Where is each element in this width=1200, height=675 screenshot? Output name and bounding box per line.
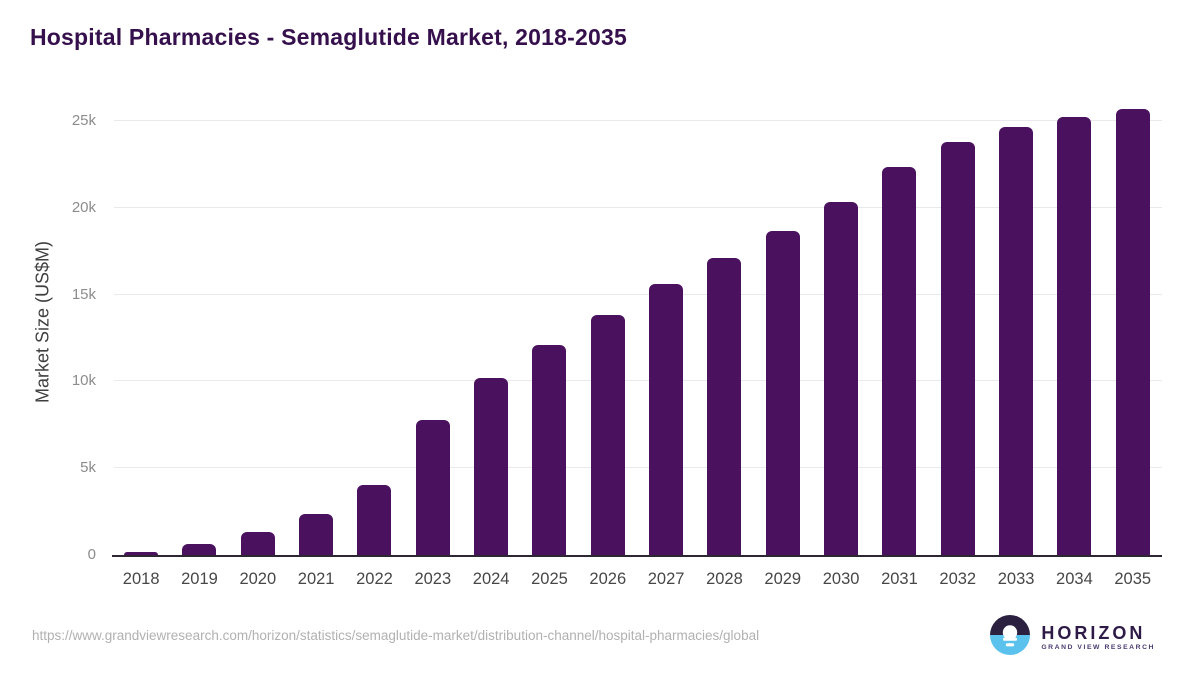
bar-2023[interactable] (415, 420, 450, 555)
chart-title: Hospital Pharmacies - Semaglutide Market… (30, 24, 627, 50)
bars-container: 2018 2019 2020 2021 2022 2023 2024 2025 2026 2027… (112, 104, 1162, 588)
x-tick-label-2034: 2034 (1056, 570, 1093, 588)
y-tick-label-20k: 20k (71, 198, 96, 216)
bar-2020[interactable] (240, 531, 275, 555)
bar-column-2026: 2026 (579, 104, 637, 588)
bar-2033[interactable] (999, 127, 1034, 555)
bar-column-2030: 2030 (812, 104, 870, 588)
logo-subtitle: GRAND VIEW RESEARCH (1041, 643, 1155, 651)
bar-2018[interactable] (124, 552, 159, 555)
y-tick-label-15k: 15k (71, 285, 96, 303)
y-tick-label-5k: 5k (80, 459, 96, 477)
x-tick-label-2029: 2029 (764, 570, 802, 588)
gridline-5k (114, 467, 1162, 469)
bar-column-2028: 2028 (695, 104, 753, 588)
gridline-25k (114, 120, 1162, 122)
x-tick-label-2031: 2031 (881, 570, 918, 588)
x-tick-label-2027: 2027 (647, 570, 685, 588)
bar-column-2025: 2025 (520, 104, 578, 588)
gridline-20k (114, 206, 1162, 208)
bar-column-2023: 2023 (404, 104, 462, 588)
bar-2025[interactable] (532, 345, 567, 555)
bar-2026[interactable] (590, 314, 625, 555)
horizon-logo: HORIZON GRAND VIEW RESEARCH (990, 615, 1155, 660)
bar-2024[interactable] (474, 377, 509, 555)
x-tick-label-2028: 2028 (706, 570, 743, 588)
x-tick-label-2033: 2033 (997, 570, 1035, 588)
x-tick-label-2026: 2026 (589, 570, 627, 588)
x-tick-label-2025: 2025 (531, 570, 568, 588)
gridline-10k (114, 380, 1162, 382)
x-tick-label-2020: 2020 (239, 570, 277, 588)
bar-column-2022: 2022 (345, 104, 403, 588)
bar-column-2033: 2033 (987, 104, 1045, 588)
bar-column-2029: 2029 (754, 104, 812, 588)
y-tick-label-25k: 25k (71, 112, 96, 130)
bar-column-2020: 2020 (229, 104, 287, 588)
plot-area: 0 5k 10k 15k 20k 25k 2018 2019 2020 2021 2022 2023 2… (72, 104, 1162, 588)
bar-column-2021: 2021 (287, 104, 345, 588)
gridline-15k (114, 293, 1162, 295)
x-tick-label-2021: 2021 (297, 570, 335, 588)
bar-2022[interactable] (357, 484, 392, 555)
bar-2027[interactable] (649, 284, 684, 555)
x-tick-label-2023: 2023 (414, 570, 452, 588)
bar-2034[interactable] (1057, 117, 1092, 555)
x-tick-label-2018: 2018 (122, 570, 160, 588)
horizon-sun-icon (990, 615, 1031, 660)
bar-2030[interactable] (824, 201, 859, 555)
bar-column-2034: 2034 (1045, 104, 1103, 588)
x-tick-label-2030: 2030 (822, 570, 860, 588)
bar-column-2031: 2031 (870, 104, 928, 588)
y-tick-label-10k: 10k (71, 372, 96, 390)
bar-2028[interactable] (707, 258, 742, 555)
bar-2029[interactable] (765, 231, 800, 555)
x-tick-label-2022: 2022 (356, 570, 393, 588)
logo-text: HORIZON GRAND VIEW RESEARCH (1041, 624, 1155, 652)
bar-2035[interactable] (1115, 109, 1150, 555)
bar-column-2019: 2019 (170, 104, 228, 588)
logo-title: HORIZON (1041, 622, 1146, 643)
bar-2021[interactable] (299, 514, 334, 555)
bar-column-2027: 2027 (637, 104, 695, 588)
x-tick-label-2035: 2035 (1114, 570, 1152, 588)
y-tick-label-0: 0 (87, 546, 96, 563)
x-tick-label-2032: 2032 (939, 570, 977, 588)
bar-column-2018: 2018 (112, 104, 170, 588)
bar-2019[interactable] (182, 544, 217, 555)
bar-2031[interactable] (882, 167, 917, 555)
bar-2032[interactable] (940, 141, 975, 555)
source-url: https://www.grandviewresearch.com/horizo… (32, 628, 760, 643)
bar-column-2032: 2032 (929, 104, 987, 588)
bar-column-2035: 2035 (1104, 104, 1162, 588)
x-tick-label-2024: 2024 (472, 570, 510, 588)
bar-column-2024: 2024 (462, 104, 520, 588)
x-tick-label-2019: 2019 (181, 570, 218, 588)
